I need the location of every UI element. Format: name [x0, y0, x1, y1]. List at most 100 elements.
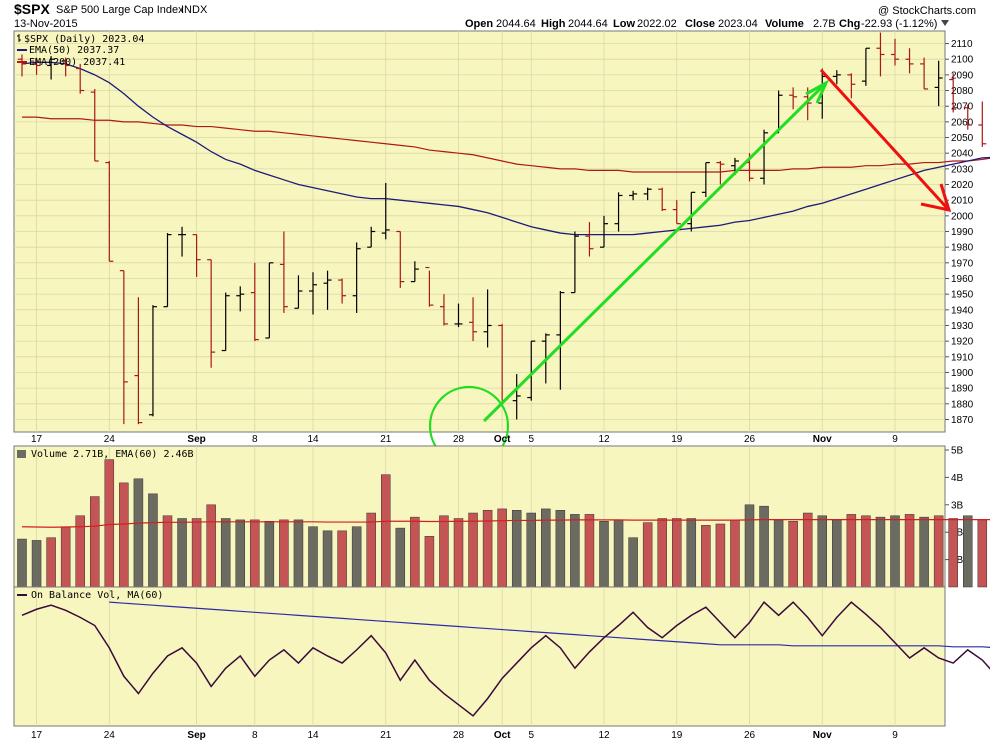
ohlc-bar	[381, 182, 390, 240]
ohlc-bar	[978, 101, 987, 147]
price-tick-label: 2010	[951, 196, 974, 207]
x-tick-label-top: 21	[380, 434, 392, 445]
legend-title: $SPX (Daily) 2023.04	[24, 34, 144, 45]
ohlc-bar	[832, 70, 841, 85]
ohlc-bar	[178, 226, 187, 257]
price-tick-label: 2090	[951, 70, 974, 81]
ohlc-bar	[847, 73, 856, 99]
ohlc-bars	[18, 32, 987, 425]
x-axis-bottom: 17 24 Sep 8 14 21 28 Oct 5 12 19 26 Nov 9	[31, 730, 898, 741]
volume-bar	[235, 519, 245, 588]
ohlc-bar	[250, 262, 259, 342]
volume-bar	[453, 518, 464, 588]
volume-bar	[220, 518, 231, 588]
volume-bar	[482, 510, 493, 588]
volume-bar	[162, 515, 173, 588]
triangle-down-icon[interactable]	[941, 20, 949, 26]
ohlc-bar	[512, 374, 521, 420]
ohlc-bar	[454, 303, 463, 328]
price-tick-label: 2080	[951, 86, 974, 97]
volume-bar	[817, 515, 827, 588]
volume-bar	[963, 515, 973, 588]
volume-bar	[119, 482, 129, 588]
x-tick-label-top: 28	[453, 434, 465, 445]
volume-swatch	[17, 450, 26, 458]
volume-bar	[177, 518, 187, 588]
volume-bar	[759, 505, 769, 588]
ohlc-bar	[716, 161, 725, 185]
ohlc-bar	[134, 297, 143, 425]
ohlc-bar	[279, 231, 288, 313]
price-tick-label: 2020	[951, 180, 974, 191]
ohlc-bar	[323, 270, 332, 310]
exchange: INDX	[181, 4, 208, 16]
price-tick-label: 1910	[951, 352, 974, 363]
price-tick-label: 1980	[951, 243, 974, 254]
volume-bar	[788, 520, 798, 588]
volume-bar	[890, 515, 900, 588]
obv-panel	[13, 586, 946, 727]
volume-bar	[642, 522, 653, 588]
ohlc-bar	[672, 200, 681, 225]
ohlc-bar	[876, 32, 885, 77]
x-tick-label-bottom: 26	[744, 730, 756, 741]
volume-bar	[526, 512, 536, 588]
volume-bar	[395, 527, 406, 588]
x-tick-label-bottom: 19	[671, 730, 683, 741]
x-tick-label-top: 26	[744, 434, 756, 445]
high-label: High	[541, 18, 566, 30]
volume-tick-label: 4B	[951, 473, 964, 484]
obv-line	[21, 601, 990, 717]
volume-bar	[381, 474, 391, 588]
open-value: 2044.64	[496, 18, 536, 30]
volume-bar	[657, 518, 667, 588]
ohlc-bar	[309, 272, 317, 315]
price-tick-label: 2060	[951, 117, 974, 128]
volume-bar	[424, 536, 435, 588]
volume-bar	[875, 516, 886, 588]
ohlc-bar	[527, 340, 536, 401]
volume-bar	[773, 519, 784, 588]
obv-legend: On Balance Vol, MA(60)	[31, 590, 163, 601]
ohlc-bar	[265, 262, 274, 339]
chg-value: -22.93 (-1.12%)	[861, 18, 937, 30]
volume-bar	[308, 526, 318, 588]
volume-bar	[919, 516, 929, 588]
volume-bar	[206, 504, 216, 588]
volume-bar	[933, 515, 944, 588]
volume-bar	[861, 515, 871, 588]
volume-bar	[744, 504, 755, 588]
ohlc-bar	[614, 192, 623, 232]
x-tick-label-bottom: 5	[528, 730, 534, 741]
ohlc-bar	[396, 230, 405, 288]
volume-bar	[977, 519, 988, 588]
volume-bar	[715, 523, 726, 588]
volume-bar	[351, 526, 362, 588]
x-tick-label-bottom: 8	[252, 730, 258, 741]
x-tick-label-top: Oct	[494, 434, 511, 445]
ohlc-bar	[570, 231, 579, 294]
x-tick-label-top: 9	[892, 434, 898, 445]
volume-bar	[264, 520, 275, 588]
obv-x-grid	[36, 587, 896, 726]
volume-bar	[148, 493, 158, 588]
ohlc-bar	[469, 297, 478, 342]
red-arrowhead-annotation	[920, 183, 952, 213]
price-legend: $SPX (Daily) 2023.04 EMA(50) 2037.37 EMA…	[17, 34, 144, 68]
x-tick-label-bottom: 14	[307, 730, 319, 741]
ohlc-bar	[861, 47, 870, 86]
price-tick-label: 1880	[951, 399, 974, 410]
volume-bar	[250, 519, 260, 588]
volume-bar	[832, 519, 842, 588]
volume-bar	[730, 519, 740, 588]
x-tick-label-bottom: 12	[598, 730, 610, 741]
volume-value: 2.7B	[813, 18, 836, 30]
red-arrow-annotation	[819, 68, 949, 210]
volume-bar	[584, 514, 595, 588]
legend-ema200: EMA(200) 2037.41	[29, 57, 125, 68]
volume-ema-line	[21, 518, 990, 528]
ohlc-bar	[629, 190, 638, 201]
volume-bar	[599, 520, 609, 588]
volume-bar	[613, 519, 624, 588]
ohlc-bar	[410, 261, 419, 283]
